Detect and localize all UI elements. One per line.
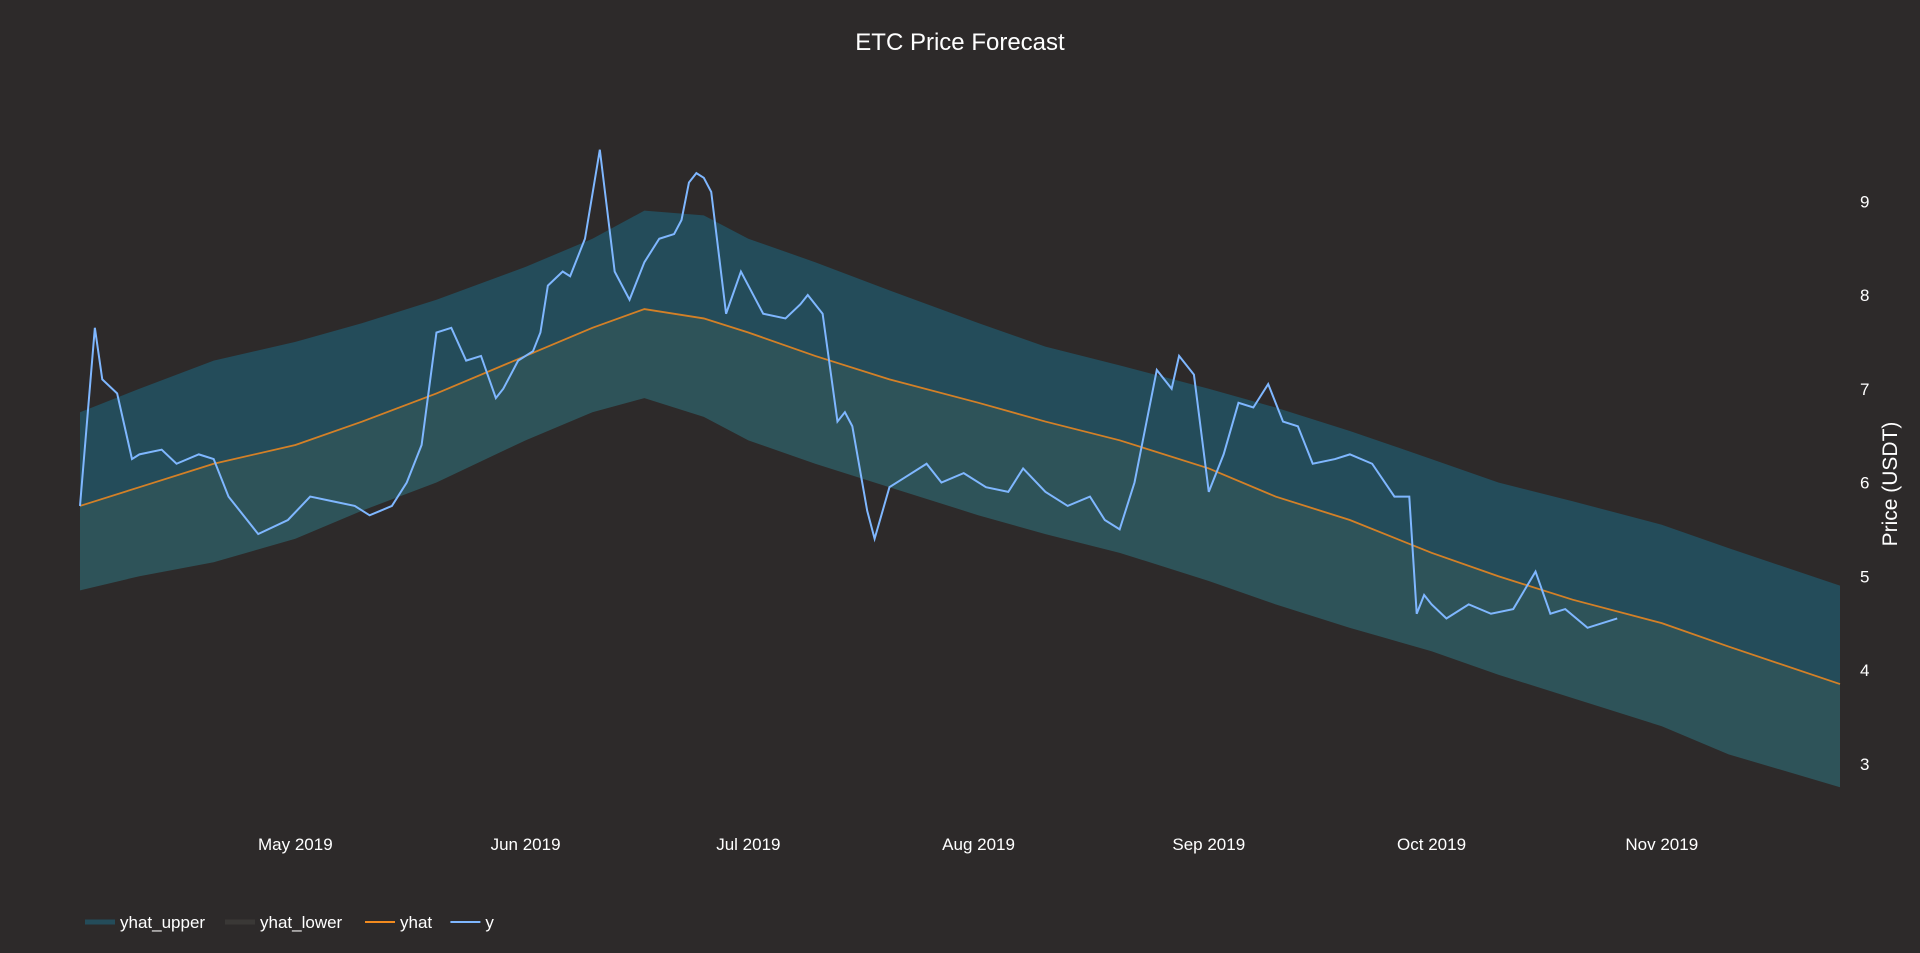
y-line (79, 149, 1618, 629)
legend-item: yhat (365, 913, 432, 932)
x-tick-label: Jul 2019 (716, 835, 780, 854)
y-tick-label: 3 (1860, 755, 1869, 774)
legend-label: yhat_lower (260, 913, 343, 932)
x-tick-label: Jun 2019 (491, 835, 561, 854)
y-tick-label: 9 (1860, 192, 1869, 211)
legend-label: y (485, 913, 494, 932)
x-tick-label: Aug 2019 (942, 835, 1015, 854)
y-tick-label: 8 (1860, 286, 1869, 305)
x-tick-label: May 2019 (258, 835, 333, 854)
y-tick-label: 5 (1860, 567, 1869, 586)
legend: yhat_upper yhat_lower yhat y (85, 913, 494, 932)
legend-label: yhat (400, 913, 432, 932)
upper-band-area (80, 210, 1840, 685)
chart-title: ETC Price Forecast (855, 29, 1065, 56)
legend-item: y (450, 913, 494, 932)
y-tick-label: 6 (1860, 474, 1869, 493)
legend-label: yhat_upper (120, 913, 205, 932)
y-axis-label: Price (USDT) (1879, 422, 1902, 547)
legend-item: yhat_lower (225, 913, 343, 932)
forecast-bands (80, 210, 1840, 788)
yhat-line (79, 308, 1841, 685)
lower-band-area (80, 309, 1840, 788)
y-tick-label: 7 (1860, 380, 1869, 399)
x-tick-label: Oct 2019 (1397, 835, 1466, 854)
x-axis-ticks: May 2019 Jun 2019 Jul 2019 Aug 2019 Sep 2019… (258, 835, 1698, 854)
y-tick-label: 4 (1860, 661, 1869, 680)
x-tick-label: Sep 2019 (1172, 835, 1245, 854)
y-axis-ticks: 3 4 5 6 7 8 9 (1860, 192, 1869, 774)
series-lines (79, 149, 1841, 685)
legend-item: yhat_upper (85, 913, 205, 932)
x-tick-label: Nov 2019 (1625, 835, 1698, 854)
